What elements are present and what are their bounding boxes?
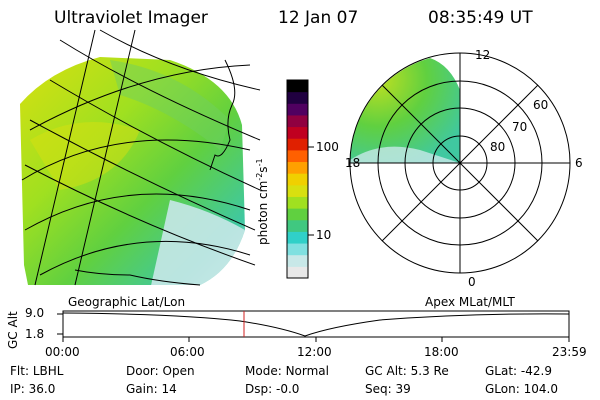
- lat-label-60: 60: [533, 98, 549, 112]
- colorbar-segment: [287, 266, 308, 279]
- colorbar-segment: [287, 173, 308, 186]
- mlt-label-0: 0: [468, 275, 476, 289]
- timeline-xtick-2: 12:00: [297, 345, 332, 359]
- colorbar-unit-label: photon cm-2s-1: [255, 158, 270, 245]
- timeline-ytick-bottom: 1.8: [25, 327, 45, 341]
- polar-plot: [349, 52, 571, 274]
- colorbar-segment: [287, 103, 308, 116]
- colorbar-segment: [287, 243, 308, 256]
- geographic-image: [20, 29, 261, 286]
- altitude-timeline: [57, 310, 570, 342]
- colorbar-segment: [287, 80, 308, 93]
- colorbar-segment: [287, 254, 308, 267]
- info-mode: Mode: Normal: [245, 364, 329, 378]
- apex-title: Apex MLat/MLT: [425, 295, 515, 309]
- info-glat: GLat: -42.9: [485, 364, 552, 378]
- info-glon: GLon: 104.0: [485, 382, 558, 396]
- colorbar-segment: [287, 184, 308, 197]
- colorbar-segment: [287, 138, 308, 151]
- mlt-label-18: 18: [345, 156, 361, 170]
- lat-label-80: 80: [490, 140, 506, 154]
- info-seq: Seq: 39: [365, 382, 411, 396]
- colorbar-segment: [287, 149, 308, 163]
- colorbar-tick-100: 100: [316, 140, 339, 154]
- colorbar-segment: [287, 231, 308, 244]
- colorbar-segment: [287, 219, 308, 232]
- info-gain: Gain: 14: [126, 382, 177, 396]
- instrument-title: Ultraviolet Imager: [54, 8, 208, 28]
- geographic-title: Geographic Lat/Lon: [68, 295, 186, 309]
- info-gc-alt: GC Alt: 5.3 Re: [365, 364, 449, 378]
- mlt-label-12: 12: [475, 48, 491, 62]
- colorbar-segment: [287, 161, 308, 174]
- color-scale: [287, 80, 308, 279]
- timeline-xtick-3: 18:00: [424, 345, 459, 359]
- image-time: 08:35:49 UT: [428, 8, 533, 28]
- colorbar-frame: [286, 79, 309, 279]
- colorbar-segment: [287, 91, 308, 104]
- timeline-xtick-0: 00:00: [45, 345, 80, 359]
- colorbar-segment: [287, 114, 308, 128]
- timeline-ytick-top: 9.0: [25, 306, 45, 320]
- image-date: 12 Jan 07: [278, 8, 359, 28]
- lat-label-70: 70: [512, 120, 528, 134]
- info-dsp: Dsp: -0.0: [245, 382, 300, 396]
- info-ip: IP: 36.0: [10, 382, 56, 396]
- colorbar-segment: [287, 196, 308, 209]
- colorbar-segment: [287, 208, 308, 221]
- colorbar-tick-10: 10: [316, 228, 332, 242]
- info-flt: Flt: LBHL: [10, 364, 64, 378]
- mlt-label-6: 6: [575, 156, 583, 170]
- timeline-xtick-4: 23:59: [552, 345, 587, 359]
- colorbar-segment: [287, 126, 308, 139]
- info-door: Door: Open: [126, 364, 195, 378]
- timeline-xtick-1: 06:00: [170, 345, 205, 359]
- timeline-axis-label: GC Alt: [6, 311, 20, 349]
